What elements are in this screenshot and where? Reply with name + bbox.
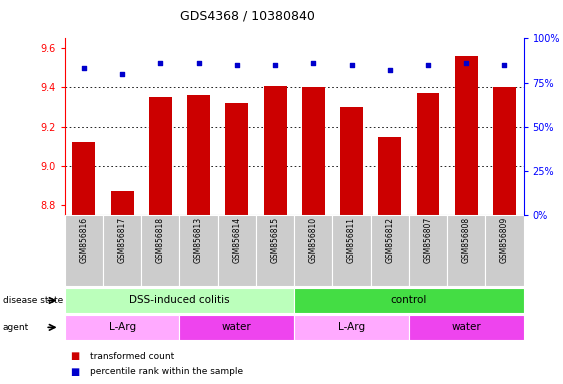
- Text: ■: ■: [70, 367, 79, 377]
- Bar: [65, 215, 103, 286]
- Text: GSM856808: GSM856808: [462, 217, 471, 263]
- Point: [156, 60, 165, 66]
- Text: water: water: [452, 322, 481, 333]
- Bar: [65, 315, 180, 340]
- Text: L-Arg: L-Arg: [109, 322, 136, 333]
- Bar: [332, 215, 370, 286]
- Text: GSM856807: GSM856807: [423, 217, 432, 263]
- Bar: [263, 86, 287, 215]
- Bar: [180, 215, 218, 286]
- Bar: [417, 93, 440, 215]
- Text: water: water: [222, 322, 252, 333]
- Bar: [340, 107, 363, 215]
- Text: GSM856813: GSM856813: [194, 217, 203, 263]
- Text: GSM856816: GSM856816: [79, 217, 88, 263]
- Text: GSM856810: GSM856810: [309, 217, 318, 263]
- Bar: [302, 88, 325, 215]
- Bar: [409, 215, 447, 286]
- Point: [309, 60, 318, 66]
- Text: L-Arg: L-Arg: [338, 322, 365, 333]
- Text: GSM856817: GSM856817: [118, 217, 127, 263]
- Bar: [378, 137, 401, 215]
- Bar: [447, 215, 485, 286]
- Text: GSM856814: GSM856814: [233, 217, 242, 263]
- Point: [347, 62, 356, 68]
- Bar: [110, 192, 133, 215]
- Text: GSM856815: GSM856815: [271, 217, 280, 263]
- Bar: [103, 215, 141, 286]
- Text: ■: ■: [70, 351, 79, 361]
- Point: [233, 62, 242, 68]
- Text: control: control: [391, 295, 427, 306]
- Bar: [370, 215, 409, 286]
- Bar: [225, 103, 248, 215]
- Bar: [149, 97, 172, 215]
- Bar: [180, 315, 294, 340]
- Text: GSM856812: GSM856812: [385, 217, 394, 263]
- Bar: [294, 315, 409, 340]
- Text: transformed count: transformed count: [90, 352, 175, 361]
- Text: GSM856818: GSM856818: [156, 217, 165, 263]
- Point: [271, 62, 280, 68]
- Text: agent: agent: [3, 323, 29, 332]
- Point: [79, 65, 88, 71]
- Text: disease state: disease state: [3, 296, 63, 305]
- Text: DSS-induced colitis: DSS-induced colitis: [129, 295, 230, 306]
- Bar: [455, 56, 477, 215]
- Point: [462, 60, 471, 66]
- Point: [500, 62, 509, 68]
- Bar: [294, 288, 524, 313]
- Bar: [485, 215, 524, 286]
- Bar: [409, 315, 524, 340]
- Bar: [65, 288, 294, 313]
- Point: [423, 62, 432, 68]
- Bar: [141, 215, 180, 286]
- Bar: [187, 95, 210, 215]
- Bar: [218, 215, 256, 286]
- Text: GDS4368 / 10380840: GDS4368 / 10380840: [180, 10, 315, 23]
- Point: [385, 67, 394, 73]
- Bar: [294, 215, 332, 286]
- Point: [194, 60, 203, 66]
- Text: GSM856809: GSM856809: [500, 217, 509, 263]
- Point: [118, 71, 127, 77]
- Bar: [73, 142, 95, 215]
- Text: GSM856811: GSM856811: [347, 217, 356, 263]
- Text: percentile rank within the sample: percentile rank within the sample: [90, 367, 243, 376]
- Bar: [493, 88, 516, 215]
- Bar: [256, 215, 294, 286]
